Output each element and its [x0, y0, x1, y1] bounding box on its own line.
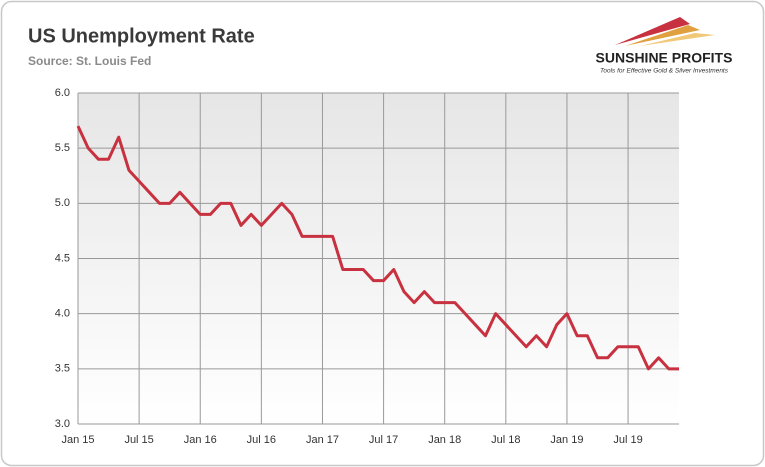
chart-title: US Unemployment Rate: [28, 25, 255, 47]
x-tick-label: Jan 15: [61, 434, 94, 446]
x-tick-label: Jan 16: [184, 434, 217, 446]
chart-subtitle: Source: St. Louis Fed: [28, 54, 151, 68]
x-tick-label: Jul 16: [247, 434, 276, 446]
y-tick-label: 6.0: [55, 87, 70, 99]
y-tick-label: 3.5: [55, 363, 70, 375]
logo-tagline: Tools for Effective Gold & Silver Invest…: [600, 68, 729, 75]
y-tick-label: 5.0: [55, 197, 70, 209]
logo-ray: [615, 17, 690, 45]
x-tick-label: Jul 19: [613, 434, 642, 446]
x-tick-label: Jan 19: [550, 434, 583, 446]
logo-ray: [625, 25, 700, 46]
y-tick-label: 4.5: [55, 252, 70, 264]
x-tick-label: Jul 15: [124, 434, 153, 446]
series-line: [76, 125, 679, 371]
logo: SUNSHINE PROFITS Tools for Effective Gol…: [596, 17, 733, 75]
logo-ray: [640, 33, 715, 46]
y-tick-label: 4.0: [55, 308, 70, 320]
x-tick-label: Jan 17: [306, 434, 339, 446]
logo-name: SUNSHINE PROFITS: [596, 50, 733, 66]
x-tick-label: Jul 17: [369, 434, 398, 446]
y-tick-label: 3.0: [55, 418, 70, 430]
x-tick-label: Jul 18: [491, 434, 520, 446]
y-tick-label: 5.5: [55, 142, 70, 154]
x-tick-label: Jan 18: [428, 434, 461, 446]
